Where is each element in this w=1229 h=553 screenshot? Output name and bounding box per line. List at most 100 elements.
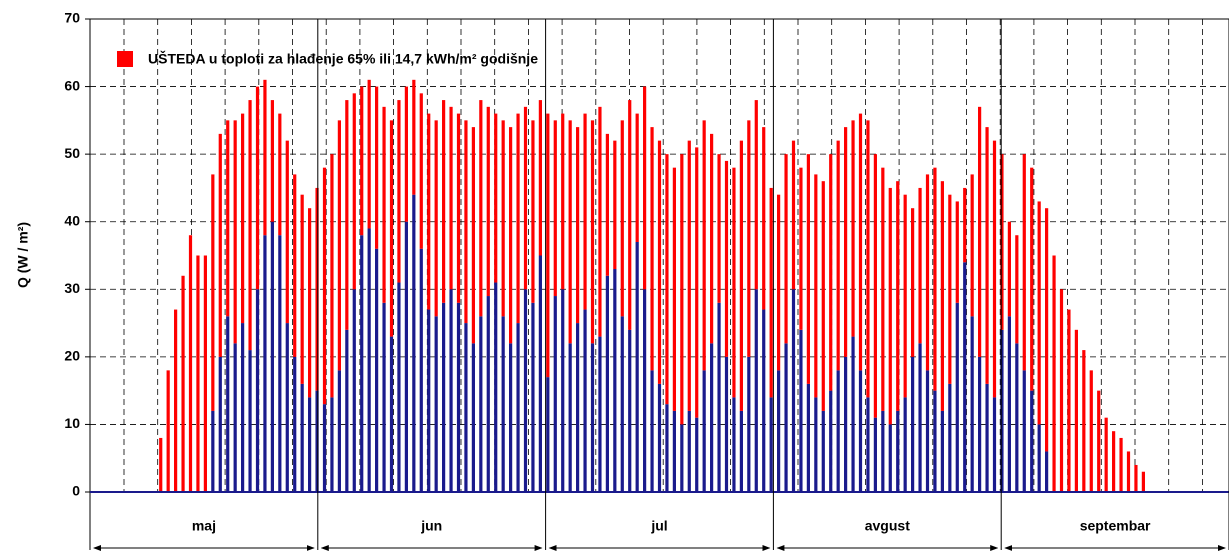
bar [255,86,260,290]
bar [806,383,810,492]
bar [494,113,498,283]
bar [456,302,461,492]
bar [375,248,379,492]
bar [747,356,751,492]
bar [866,397,870,492]
bar [970,316,974,492]
bar [248,100,252,351]
bar [933,167,937,391]
bar [285,323,289,492]
bar [1037,201,1041,425]
legend-label: UŠTEDA u toploti za hlađenje 65% ili 14,… [148,50,538,67]
bar [449,289,453,492]
bar [918,187,922,344]
bar [925,370,930,492]
bar [553,120,557,297]
bar [159,437,163,492]
bar [546,377,550,492]
bar [442,302,446,492]
y-tick-label: 30 [64,280,80,296]
bar [1007,221,1011,317]
bar [657,140,662,384]
bar [620,316,624,492]
bar [241,323,245,492]
bar [695,147,699,418]
bar [702,120,706,371]
bar [724,356,729,492]
bar [680,424,684,492]
bar [628,100,632,330]
bar [918,343,922,492]
bar [1082,350,1086,492]
bar [769,187,773,398]
bar [218,356,222,492]
bar [665,404,669,492]
bar [762,309,766,492]
bar [814,174,818,398]
bar [814,397,818,492]
bar [188,235,193,492]
bar [1112,431,1116,492]
bar [509,343,513,492]
bar [561,289,565,492]
bar [739,410,743,492]
bar [337,370,341,492]
bar [345,100,349,330]
bar [166,370,170,492]
bar [449,106,453,290]
bar [531,120,535,303]
bar [367,228,371,492]
bar [777,194,781,371]
bar [844,127,848,357]
bar [881,410,885,492]
bar [896,181,900,411]
bar [546,113,550,378]
bar [255,289,260,492]
bar [858,370,863,492]
bar [1119,437,1123,492]
bar [769,397,773,492]
bar [836,140,840,371]
y-tick-label: 20 [64,348,80,364]
bar [717,302,721,492]
bar [1045,451,1049,492]
bar [486,106,490,297]
bar [963,262,967,492]
bar [881,167,885,411]
bar [285,140,289,324]
bar [1097,390,1101,492]
bar [471,127,475,344]
bar [278,235,282,492]
bar [992,397,997,492]
bar [464,323,468,492]
bar [1074,329,1078,492]
y-tick-label: 70 [64,10,80,26]
bar [777,370,781,492]
bar [419,93,423,249]
x-tick-label: septembar [1080,518,1151,534]
legend-swatch [117,51,133,67]
bar [784,154,788,344]
bar [1089,370,1093,492]
bar [330,397,334,492]
bar [635,113,639,242]
bar [970,174,974,317]
bar [620,120,624,317]
bar [523,106,528,290]
bar [605,275,609,492]
bar [799,329,803,492]
x-tick-label: avgust [865,518,910,534]
bar [308,208,312,398]
bar [851,120,855,337]
bar [1015,343,1019,492]
bar [657,383,662,492]
bar [858,113,863,371]
bar [948,383,952,492]
bar [568,120,572,344]
bar [680,154,684,425]
bar [427,113,431,310]
bar [873,154,877,418]
bar [442,100,446,303]
bar [404,221,408,492]
bar [687,140,691,411]
